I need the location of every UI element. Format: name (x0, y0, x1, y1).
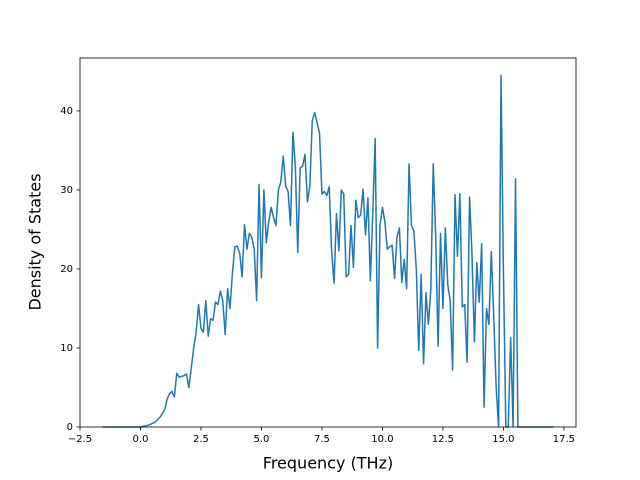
y-tick-label: 10 (60, 343, 73, 354)
x-tick-label: 15.0 (492, 434, 514, 445)
x-tick-label: 7.5 (314, 434, 330, 445)
x-tick-label: −2.5 (68, 434, 92, 445)
x-tick-label: 10.0 (371, 434, 393, 445)
y-tick-label: 30 (60, 185, 73, 196)
y-tick-label: 0 (67, 422, 73, 433)
x-axis-label: Frequency (THz) (263, 454, 393, 473)
plot-frame (79, 57, 577, 428)
x-tick-label: 5.0 (254, 434, 270, 445)
x-tick-label: 12.5 (432, 434, 454, 445)
x-tick-label: 17.5 (553, 434, 575, 445)
y-tick-label: 20 (60, 264, 73, 275)
data-line (102, 74, 554, 428)
x-tick-label: 2.5 (193, 434, 209, 445)
y-axis-label: Density of States (26, 173, 45, 310)
x-tick-label: 0.0 (133, 434, 149, 445)
y-tick-label: 40 (60, 106, 73, 117)
